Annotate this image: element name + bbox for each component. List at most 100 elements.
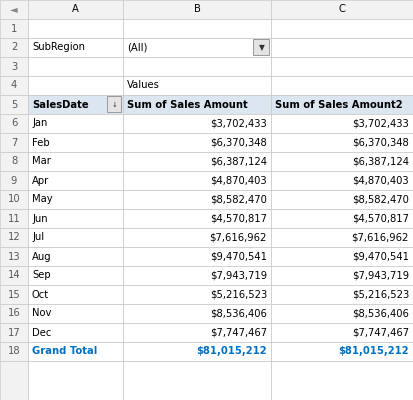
Text: $81,015,212: $81,015,212 (196, 346, 267, 356)
Bar (28, 152, 123, 171)
Bar (123, 133, 271, 152)
Text: $7,747,467: $7,747,467 (210, 328, 267, 338)
Bar (123, 304, 271, 323)
Bar (28, 323, 123, 342)
Text: 9: 9 (11, 176, 17, 186)
Text: $4,570,817: $4,570,817 (352, 214, 409, 224)
Bar (28, 247, 123, 266)
Bar (0, 152, 28, 171)
Bar (28, 209, 123, 228)
Text: Oct: Oct (32, 290, 49, 300)
Text: Grand Total: Grand Total (32, 346, 97, 356)
Text: Sum of Sales Amount2: Sum of Sales Amount2 (275, 100, 403, 110)
Text: 10: 10 (8, 194, 20, 204)
Text: 7: 7 (11, 138, 17, 148)
Bar (28, 266, 123, 285)
Text: $5,216,523: $5,216,523 (210, 290, 267, 300)
Text: 16: 16 (7, 308, 20, 318)
Text: $9,470,541: $9,470,541 (210, 252, 267, 262)
Bar (271, 76, 413, 95)
Bar (28, 285, 123, 304)
Bar (123, 19, 271, 38)
Bar (0, 361, 28, 400)
Bar (28, 0, 123, 19)
Text: 6: 6 (11, 118, 17, 128)
Bar (123, 0, 271, 19)
Text: Mar: Mar (32, 156, 51, 166)
Text: Apr: Apr (32, 176, 49, 186)
Bar (123, 361, 271, 400)
Bar (0, 209, 28, 228)
Text: ↓: ↓ (112, 102, 117, 108)
Text: 5: 5 (11, 100, 17, 110)
Bar (0, 247, 28, 266)
Text: $6,387,124: $6,387,124 (352, 156, 409, 166)
Bar (123, 171, 271, 190)
Text: 13: 13 (8, 252, 20, 262)
Bar (0, 323, 28, 342)
Bar (123, 209, 271, 228)
Bar (271, 209, 413, 228)
Text: 18: 18 (8, 346, 20, 356)
Text: 3: 3 (11, 62, 17, 72)
Bar (123, 95, 271, 114)
Bar (123, 76, 271, 95)
Bar (123, 190, 271, 209)
Text: $4,570,817: $4,570,817 (210, 214, 267, 224)
Text: $7,943,719: $7,943,719 (352, 270, 409, 280)
Bar (271, 133, 413, 152)
Text: C: C (339, 4, 345, 14)
Text: 12: 12 (7, 232, 20, 242)
Bar (28, 342, 123, 361)
Bar (271, 361, 413, 400)
Bar (0, 171, 28, 190)
Bar (271, 57, 413, 76)
Bar (271, 171, 413, 190)
Text: $3,702,433: $3,702,433 (352, 118, 409, 128)
Bar (271, 228, 413, 247)
Bar (0, 57, 28, 76)
Bar (123, 247, 271, 266)
Bar (271, 285, 413, 304)
Text: 8: 8 (11, 156, 17, 166)
Text: $7,616,962: $7,616,962 (351, 232, 409, 242)
Bar (123, 38, 271, 57)
Bar (28, 114, 123, 133)
Bar (0, 19, 28, 38)
Text: $8,536,406: $8,536,406 (210, 308, 267, 318)
Bar (271, 0, 413, 19)
Text: $9,470,541: $9,470,541 (352, 252, 409, 262)
Text: B: B (194, 4, 200, 14)
Text: ▼: ▼ (259, 43, 264, 52)
Bar (123, 57, 271, 76)
Bar (0, 266, 28, 285)
Text: $6,370,348: $6,370,348 (210, 138, 267, 148)
Bar (271, 114, 413, 133)
Text: $5,216,523: $5,216,523 (352, 290, 409, 300)
Bar (0, 228, 28, 247)
Text: 4: 4 (11, 80, 17, 90)
Bar (123, 152, 271, 171)
Text: Aug: Aug (32, 252, 52, 262)
Text: $6,387,124: $6,387,124 (210, 156, 267, 166)
Text: 11: 11 (7, 214, 20, 224)
Bar (0, 0, 28, 19)
Bar (0, 38, 28, 57)
Text: $6,370,348: $6,370,348 (352, 138, 409, 148)
Text: $4,870,403: $4,870,403 (210, 176, 267, 186)
Text: $4,870,403: $4,870,403 (352, 176, 409, 186)
Bar (271, 323, 413, 342)
Bar (271, 342, 413, 361)
Text: Sep: Sep (32, 270, 51, 280)
FancyBboxPatch shape (254, 40, 270, 56)
Text: (All): (All) (127, 42, 147, 52)
Bar (271, 266, 413, 285)
Bar (0, 285, 28, 304)
Text: 14: 14 (8, 270, 20, 280)
Bar (28, 190, 123, 209)
Text: 15: 15 (7, 290, 20, 300)
Text: 1: 1 (11, 24, 17, 34)
Bar (28, 38, 123, 57)
Text: Nov: Nov (32, 308, 51, 318)
Bar (0, 76, 28, 95)
